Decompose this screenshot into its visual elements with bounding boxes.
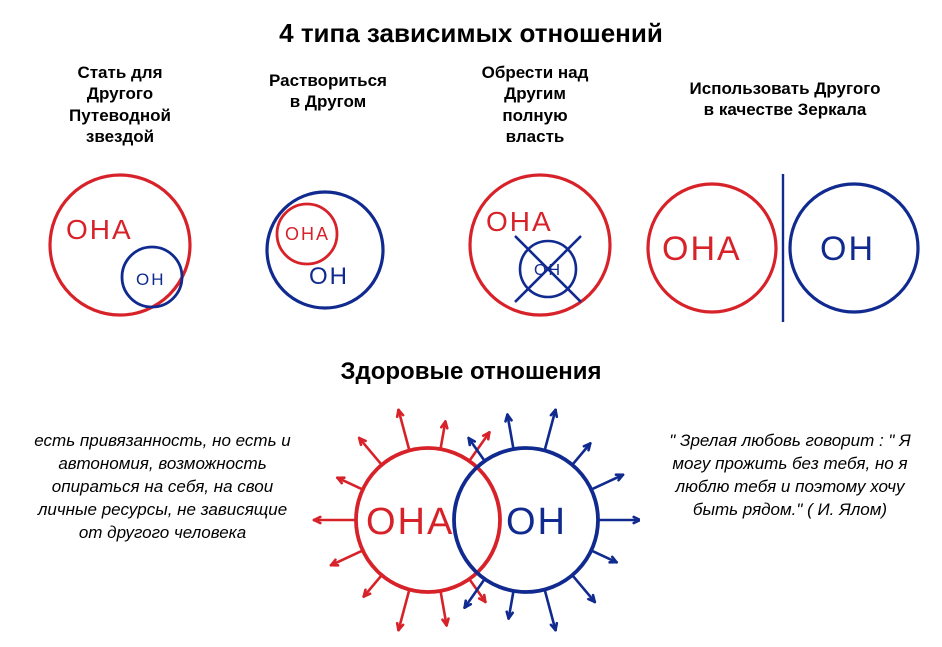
svg-text:ОНА: ОНА (662, 230, 742, 268)
healthy-title: Здоровые отношения (0, 358, 942, 386)
type-3-caption: Использовать Другогов качестве Зеркала (660, 78, 910, 121)
type-1-caption: Растворитьсяв Другом (238, 70, 418, 113)
type-1-diagram: ОНА ОН (255, 180, 395, 320)
type-2-caption: Обрести надДругимполнуювласть (450, 62, 620, 147)
svg-text:ОН: ОН (506, 501, 567, 543)
type-0-caption: Стать дляДругогоПутеводнойзвездой (40, 62, 200, 147)
type-0-diagram: ОНА ОН (40, 165, 200, 325)
svg-text:ОН: ОН (820, 230, 875, 268)
svg-text:ОНА: ОНА (486, 206, 553, 237)
main-title: 4 типа зависимых отношений (0, 18, 942, 49)
svg-text:ОНА: ОНА (366, 501, 454, 543)
right-paragraph: " Зрелая любовь говорит : " Я могу прожи… (660, 430, 920, 522)
svg-text:ОН: ОН (309, 263, 349, 290)
type-3-diagram: ОНА ОН (640, 168, 930, 328)
left-paragraph: есть привязанность, но есть и автономия,… (30, 430, 295, 545)
diagram-root: 4 типа зависимых отношений Стать дляДруг… (0, 0, 942, 647)
type-2-diagram: ОНАОН (460, 165, 620, 325)
svg-text:ОН: ОН (136, 270, 166, 289)
svg-text:ОНА: ОНА (66, 214, 133, 245)
healthy-diagram: ОНА ОН (310, 400, 640, 640)
svg-text:ОНА: ОНА (285, 224, 330, 244)
